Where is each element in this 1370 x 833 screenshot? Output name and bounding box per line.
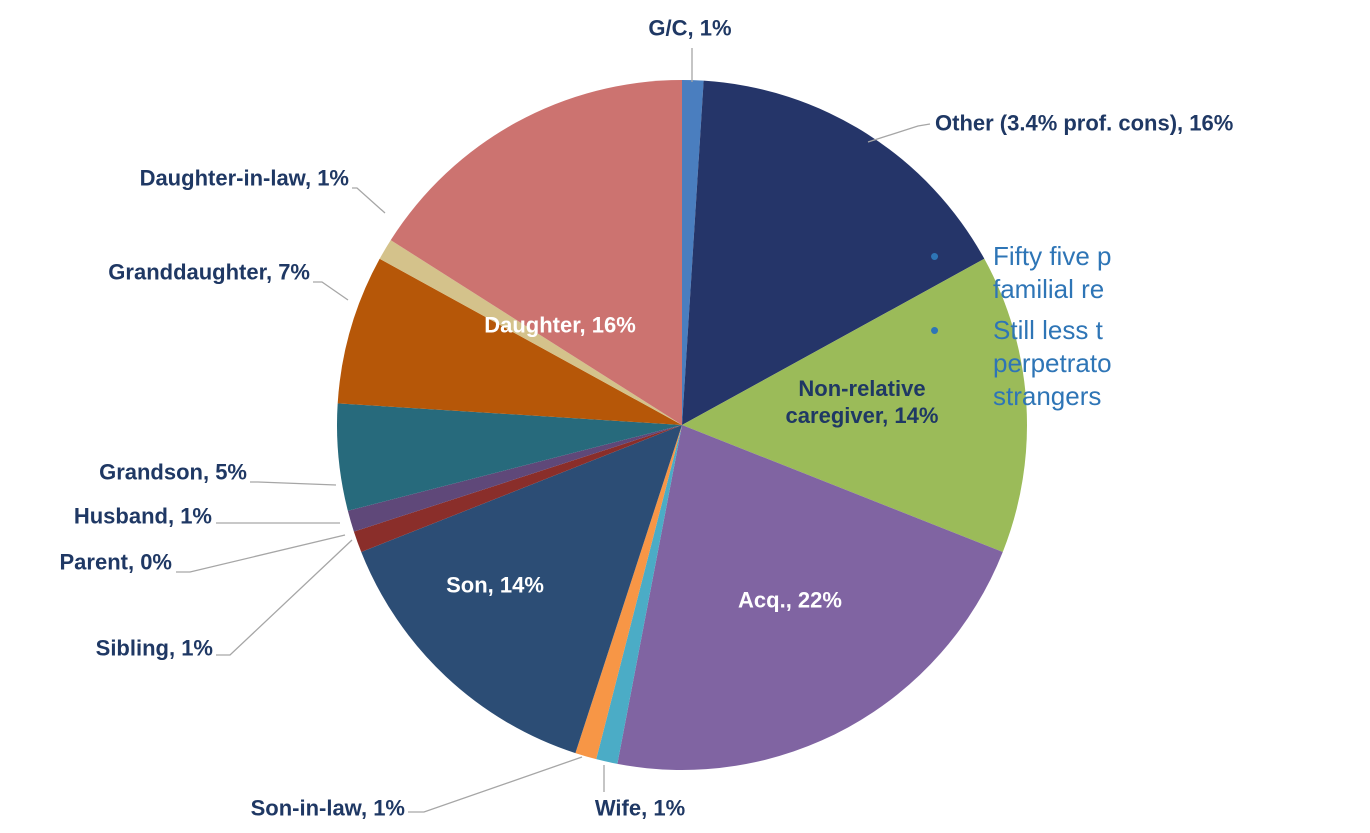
bullet-line: Still less t <box>993 315 1103 345</box>
pie-slice <box>596 425 682 764</box>
leader-line <box>408 756 583 813</box>
bullet-line: perpetrato <box>993 348 1112 378</box>
pie-slice <box>361 425 682 754</box>
leader-line <box>216 539 353 656</box>
pie <box>337 79 1027 770</box>
data-label: G/C, 1% <box>648 15 732 41</box>
bullet-line: Fifty five p <box>993 241 1112 271</box>
pie-slice <box>617 425 1003 770</box>
data-label: Granddaughter, 7% <box>108 259 310 285</box>
data-label: Wife, 1% <box>594 795 686 821</box>
data-label: Husband, 1% <box>73 503 212 529</box>
data-label: Acq., 22% <box>738 587 842 613</box>
data-label: Other (3.4% prof. cons), 16% <box>935 110 1234 136</box>
data-label: Son, 14% <box>446 572 544 598</box>
data-label: Daughter-in-law, 1% <box>139 165 349 191</box>
data-label: Daughter, 16% <box>484 312 636 338</box>
data-label: Sibling, 1% <box>95 635 213 661</box>
data-label: Son-in-law, 1% <box>250 795 405 821</box>
leader-line <box>176 534 346 573</box>
pie-slice <box>682 80 704 425</box>
pie-slice <box>390 79 682 425</box>
bullet-line: familial re <box>993 274 1105 304</box>
pie-slice <box>379 240 682 425</box>
data-label: Non-relative caregiver, 14% <box>785 376 939 428</box>
leader-line <box>867 123 931 143</box>
pie-slice <box>682 80 985 425</box>
pie-slice <box>353 425 682 553</box>
bullet-line: strangers <box>993 381 1102 411</box>
pie-slice <box>575 425 682 760</box>
data-label: Parent, 0% <box>59 549 173 575</box>
pie-slice <box>337 403 682 511</box>
leader-line <box>250 481 337 486</box>
leader-line <box>313 281 349 301</box>
pie-slice <box>347 425 682 532</box>
pie-slice <box>337 258 682 425</box>
leader-lines <box>176 48 931 813</box>
leader-line <box>352 187 386 214</box>
data-label: Grandson, 5% <box>99 459 247 485</box>
